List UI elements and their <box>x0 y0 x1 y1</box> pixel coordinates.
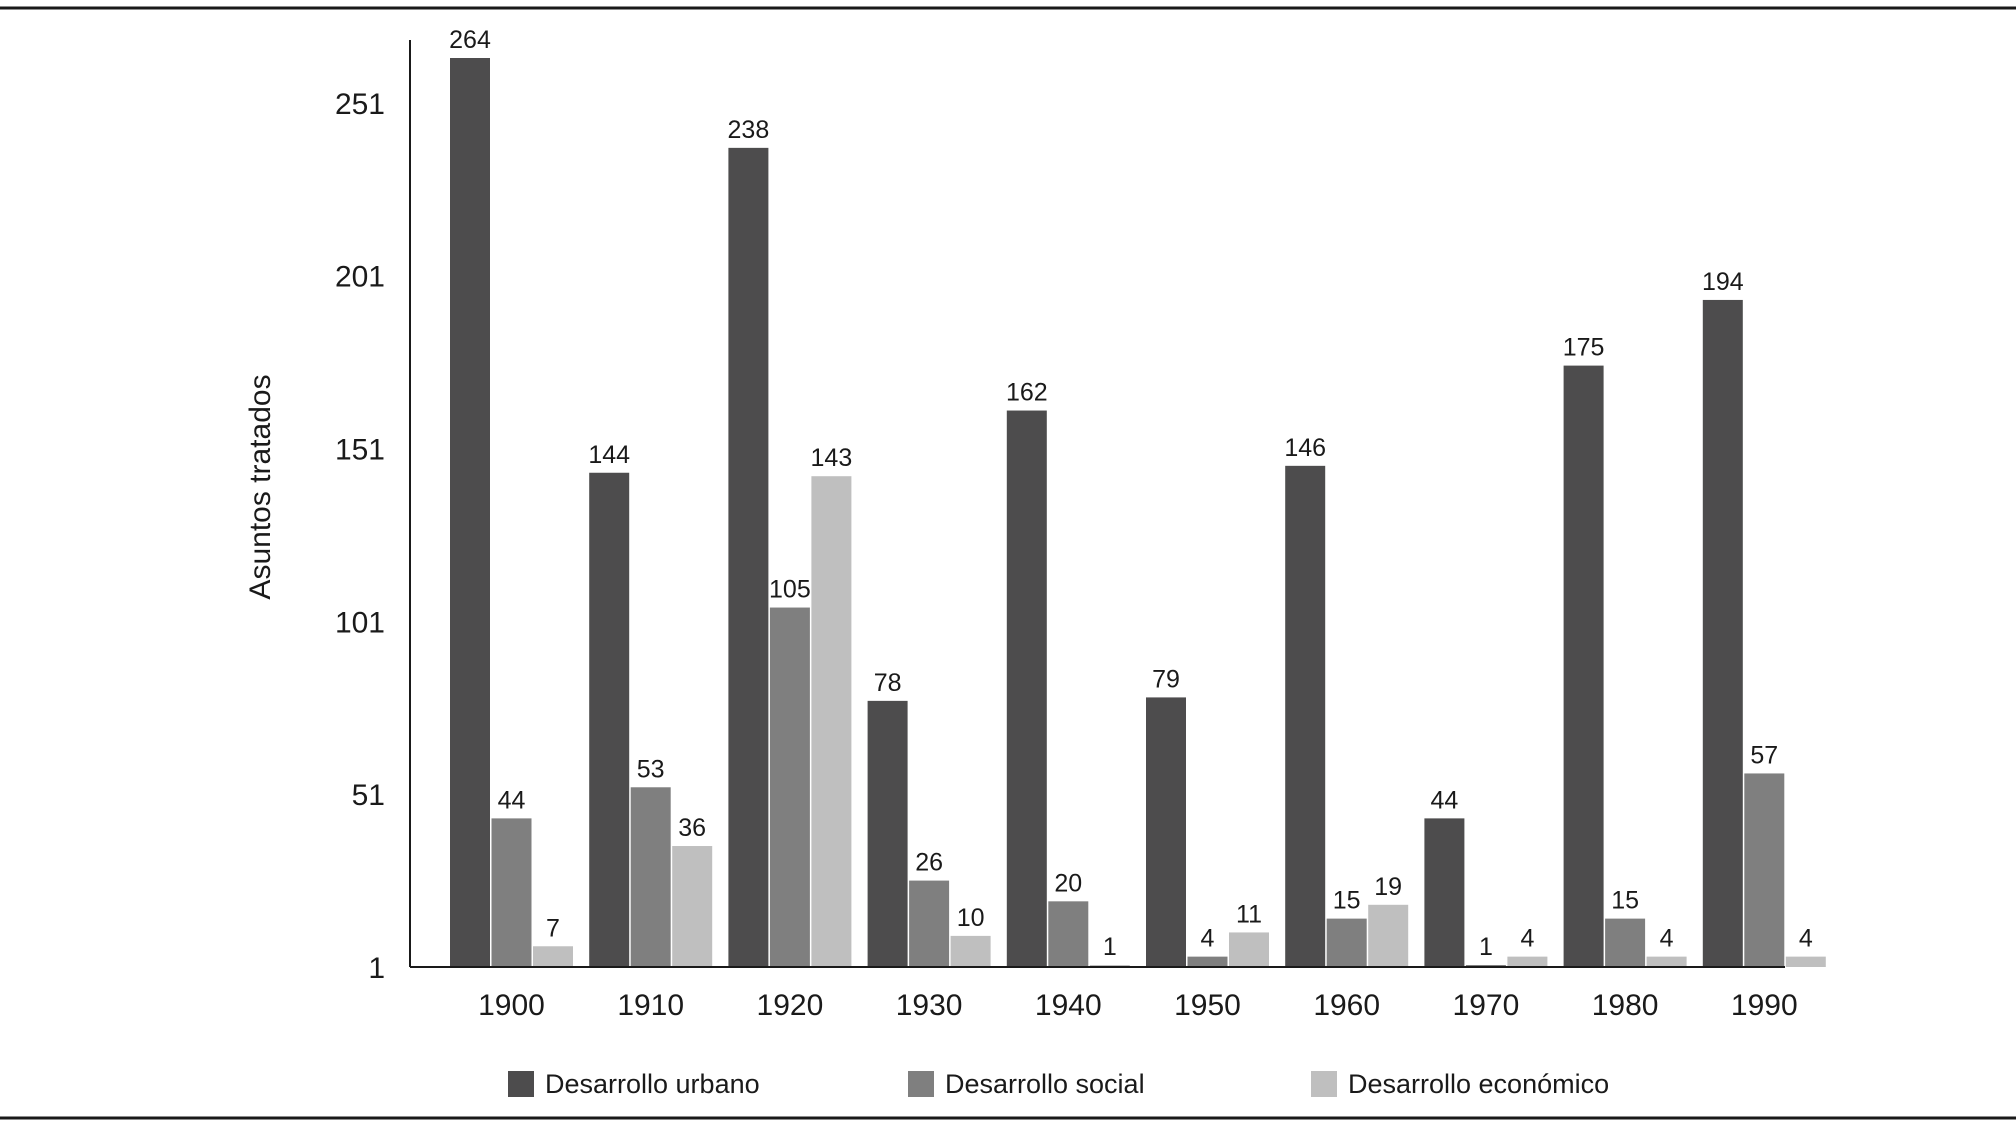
bar <box>630 787 671 967</box>
data-label: 1 <box>1479 933 1493 961</box>
bars <box>450 58 1826 968</box>
bar <box>1785 956 1826 967</box>
data-label: 44 <box>498 786 526 814</box>
bar <box>1187 956 1228 967</box>
x-ticks: 1900 1910 1920 1930 1940 1950 1960 1970 1980 1990 <box>478 989 1798 1022</box>
bar <box>1326 918 1367 967</box>
data-label: 4 <box>1660 925 1674 953</box>
bar <box>811 476 852 967</box>
legend-label: Desarrollo urbano <box>545 1069 760 1099</box>
bar <box>1424 818 1465 967</box>
data-label: 79 <box>1152 665 1180 693</box>
bar <box>672 846 713 967</box>
y-axis-label: Asuntos tratados <box>244 374 277 599</box>
bar <box>533 946 573 967</box>
data-label: 19 <box>1374 873 1402 901</box>
legend-swatch <box>1311 1071 1337 1097</box>
data-label: 26 <box>915 849 943 877</box>
data-label: 4 <box>1799 925 1813 953</box>
bar <box>867 700 908 967</box>
data-label: 36 <box>678 814 706 842</box>
bar <box>1646 956 1687 967</box>
bar <box>769 607 810 967</box>
x-tick-label: 1950 <box>1174 989 1241 1022</box>
bar <box>491 818 532 967</box>
data-label: 11 <box>1236 900 1262 928</box>
legend-swatch <box>508 1071 534 1097</box>
bar <box>1048 901 1089 967</box>
bar <box>1605 918 1646 967</box>
data-label: 105 <box>769 576 811 604</box>
data-label: 20 <box>1054 869 1082 897</box>
data-label: 4 <box>1520 925 1534 953</box>
x-tick-label: 1960 <box>1313 989 1380 1022</box>
data-label: 53 <box>637 755 665 783</box>
data-label: 7 <box>546 914 560 942</box>
x-tick-label: 1910 <box>617 989 684 1022</box>
data-label: 10 <box>957 904 985 932</box>
y-tick-label: 1 <box>368 952 385 985</box>
y-tick-label: 201 <box>335 261 385 294</box>
y-tick-label: 101 <box>335 606 385 639</box>
data-label: 144 <box>588 441 630 469</box>
data-label: 15 <box>1333 887 1361 915</box>
x-tick-label: 1930 <box>896 989 963 1022</box>
x-tick-label: 1990 <box>1731 989 1798 1022</box>
data-label: 57 <box>1750 741 1778 769</box>
legend: Desarrollo urbano Desarrollo social Desarr… <box>508 1069 1609 1099</box>
bar <box>1702 299 1743 967</box>
data-label: 264 <box>449 26 491 54</box>
legend-swatch <box>908 1071 934 1097</box>
data-label: 175 <box>1563 334 1605 362</box>
bar <box>1006 410 1047 967</box>
bar <box>909 880 950 967</box>
y-tick-label: 51 <box>352 779 385 812</box>
bar <box>950 935 991 967</box>
bar <box>1146 697 1186 967</box>
data-labels: 2644471445336238105143782610162201794111… <box>449 26 1813 961</box>
bar <box>1563 365 1604 967</box>
data-label: 15 <box>1611 887 1639 915</box>
data-label: 44 <box>1430 786 1458 814</box>
y-tick-label: 251 <box>335 88 385 121</box>
legend-label: Desarrollo económico <box>1348 1069 1609 1099</box>
data-label: 194 <box>1702 268 1744 296</box>
bar <box>1285 465 1326 967</box>
data-label: 78 <box>874 669 902 697</box>
data-label: 1 <box>1103 933 1117 961</box>
bar <box>450 58 490 967</box>
data-label: 238 <box>728 116 770 144</box>
legend-label: Desarrollo social <box>945 1069 1145 1099</box>
bar <box>589 472 630 967</box>
data-label: 146 <box>1284 434 1326 462</box>
y-tick-label: 151 <box>335 434 385 467</box>
x-tick-label: 1970 <box>1453 989 1520 1022</box>
x-tick-label: 1940 <box>1035 989 1102 1022</box>
x-tick-label: 1900 <box>478 989 545 1022</box>
bar <box>1368 904 1409 967</box>
data-label: 162 <box>1006 379 1048 407</box>
data-label: 143 <box>811 444 853 472</box>
data-label: 4 <box>1201 925 1215 953</box>
x-tick-label: 1980 <box>1592 989 1659 1022</box>
x-tick-label: 1920 <box>757 989 824 1022</box>
bar <box>1229 932 1269 967</box>
bar <box>728 147 769 968</box>
bar <box>1507 956 1548 967</box>
bar <box>1744 773 1785 967</box>
